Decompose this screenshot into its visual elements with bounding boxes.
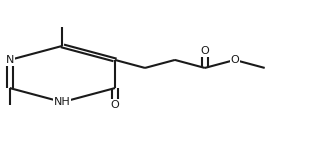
Text: O: O [230, 55, 239, 65]
Text: NH: NH [54, 97, 71, 107]
Text: N: N [5, 55, 14, 65]
Text: O: O [200, 46, 209, 56]
Text: O: O [111, 100, 119, 110]
